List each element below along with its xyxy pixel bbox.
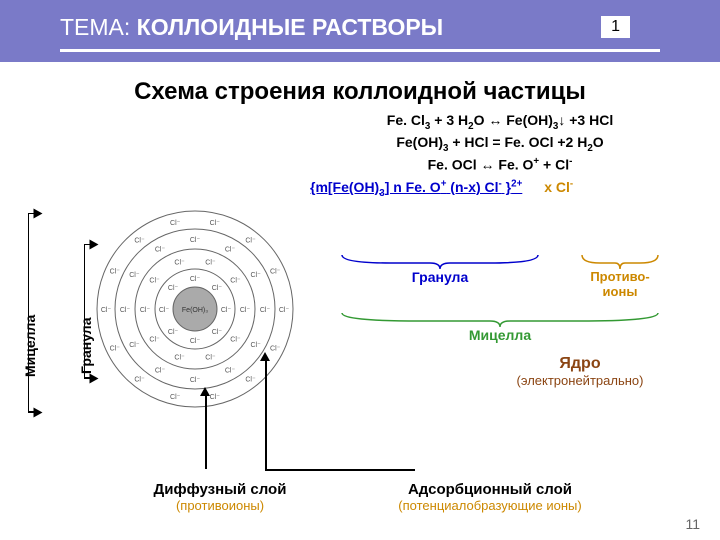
svg-text:Cl⁻: Cl⁻ xyxy=(205,354,216,361)
svg-text:Cl⁻: Cl⁻ xyxy=(230,277,241,284)
svg-text:Cl⁻: Cl⁻ xyxy=(270,268,281,275)
subtitle: Схема строения коллоидной частицы xyxy=(0,78,720,106)
bottom-labels: Диффузный слой (противоионы) Адсорбционн… xyxy=(0,481,720,513)
svg-text:Cl⁻: Cl⁻ xyxy=(120,307,131,314)
svg-text:Cl⁻: Cl⁻ xyxy=(174,259,185,266)
svg-text:Cl⁻: Cl⁻ xyxy=(170,393,181,400)
svg-text:Cl⁻: Cl⁻ xyxy=(134,376,145,383)
svg-text:Cl⁻: Cl⁻ xyxy=(245,376,256,383)
brace-micelle: Мицелла xyxy=(340,311,660,343)
svg-text:Cl⁻: Cl⁻ xyxy=(149,277,160,284)
svg-text:Cl⁻: Cl⁻ xyxy=(212,285,223,292)
svg-text:Cl⁻: Cl⁻ xyxy=(155,246,166,253)
svg-text:Cl⁻: Cl⁻ xyxy=(245,237,256,244)
svg-text:Cl⁻: Cl⁻ xyxy=(190,338,201,345)
svg-text:Cl⁻: Cl⁻ xyxy=(155,367,166,374)
title-main: КОЛЛОИДНЫЕ РАСТВОРЫ xyxy=(137,14,444,40)
equation-3: Fe. OCl ↔ Fe. O+ + Cl- xyxy=(280,156,720,173)
label-adsorption-layer: Адсорбционный слой (потенциалобразующие … xyxy=(360,481,620,513)
svg-text:Cl⁻: Cl⁻ xyxy=(168,285,179,292)
label-granule: Гранула xyxy=(340,269,540,285)
svg-text:Cl⁻: Cl⁻ xyxy=(279,307,290,314)
arrow-diffuse xyxy=(205,394,207,469)
svg-text:Cl⁻: Cl⁻ xyxy=(170,220,181,227)
svg-text:Cl⁻: Cl⁻ xyxy=(260,307,271,314)
svg-text:Cl⁻: Cl⁻ xyxy=(210,220,221,227)
svg-text:Cl⁻: Cl⁻ xyxy=(174,354,185,361)
right-labels: Гранула Противо- ионы Мицелла Ядро (элек… xyxy=(340,253,700,388)
svg-text:Cl⁻: Cl⁻ xyxy=(110,345,121,352)
svg-text:Cl⁻: Cl⁻ xyxy=(270,345,281,352)
svg-text:Cl⁻: Cl⁻ xyxy=(225,367,236,374)
label-core-sub: (электронейтрально) xyxy=(460,373,700,388)
arrow-adsorb xyxy=(265,359,267,469)
label-diffuse-layer: Диффузный слой (противоионы) xyxy=(120,481,320,513)
svg-text:Cl⁻: Cl⁻ xyxy=(250,342,261,349)
svg-text:Cl⁻: Cl⁻ xyxy=(190,237,201,244)
vlabel-micelle: Мицелла xyxy=(22,314,38,376)
svg-text:Cl⁻: Cl⁻ xyxy=(230,336,241,343)
svg-text:Cl⁻: Cl⁻ xyxy=(212,329,223,336)
svg-text:Cl⁻: Cl⁻ xyxy=(134,237,145,244)
svg-text:Cl⁻: Cl⁻ xyxy=(129,272,140,279)
header-page-number: 1 xyxy=(601,16,630,38)
svg-text:Cl⁻: Cl⁻ xyxy=(129,342,140,349)
slide-number: 11 xyxy=(685,516,700,532)
micelle-formula: {m[Fe(OH)3] n Fe. O+ (n-x) Cl- }2+ x Cl- xyxy=(310,178,720,198)
svg-text:Cl⁻: Cl⁻ xyxy=(110,268,121,275)
equation-2: Fe(OH)3 + HCl = Fe. OCl +2 H2O xyxy=(280,134,720,154)
svg-text:Fe(OH)₃: Fe(OH)₃ xyxy=(182,307,208,314)
equations-block: Fe. Cl3 + 3 H2O ↔ Fe(OH)3↓ +3 HCl Fe(OH)… xyxy=(280,112,720,172)
header-underline xyxy=(60,49,660,52)
svg-text:Cl⁻: Cl⁻ xyxy=(101,307,112,314)
svg-text:Cl⁻: Cl⁻ xyxy=(159,307,170,314)
brace-counterions: Противо- ионы xyxy=(580,253,660,299)
svg-text:Cl⁻: Cl⁻ xyxy=(168,329,179,336)
svg-text:Cl⁻: Cl⁻ xyxy=(190,377,201,384)
svg-text:Cl⁻: Cl⁻ xyxy=(190,276,201,283)
vlabel-granule: Гранула xyxy=(78,317,94,373)
svg-text:Cl⁻: Cl⁻ xyxy=(149,336,160,343)
label-core: Ядро xyxy=(460,355,700,373)
svg-text:Cl⁻: Cl⁻ xyxy=(225,246,236,253)
svg-text:Cl⁻: Cl⁻ xyxy=(140,307,151,314)
label-counterions: Противо- ионы xyxy=(580,269,660,299)
svg-text:Cl⁻: Cl⁻ xyxy=(250,272,261,279)
content-area: Мицелла Гранула Cl⁻ Cl⁻ Cl⁻ Cl⁻ Cl⁻ Cl⁻ Cl⁻ Cl⁻… xyxy=(0,199,720,519)
svg-text:Cl⁻: Cl⁻ xyxy=(205,259,216,266)
svg-text:Cl⁻: Cl⁻ xyxy=(221,307,232,314)
svg-text:Cl⁻: Cl⁻ xyxy=(210,393,221,400)
label-micelle: Мицелла xyxy=(340,327,660,343)
title-prefix: ТЕМА: xyxy=(60,14,137,40)
formula-granule: {m[Fe(OH)3] n Fe. O+ (n-x) Cl- }2+ xyxy=(310,179,522,195)
header-bar: ТЕМА: КОЛЛОИДНЫЕ РАСТВОРЫ 1 xyxy=(0,0,720,62)
svg-text:Cl⁻: Cl⁻ xyxy=(240,307,251,314)
equation-1: Fe. Cl3 + 3 H2O ↔ Fe(OH)3↓ +3 HCl xyxy=(280,112,720,132)
formula-counterions: x Cl- xyxy=(544,179,573,195)
brace-granule: Гранула xyxy=(340,253,540,299)
bracket-micelle xyxy=(28,213,29,413)
